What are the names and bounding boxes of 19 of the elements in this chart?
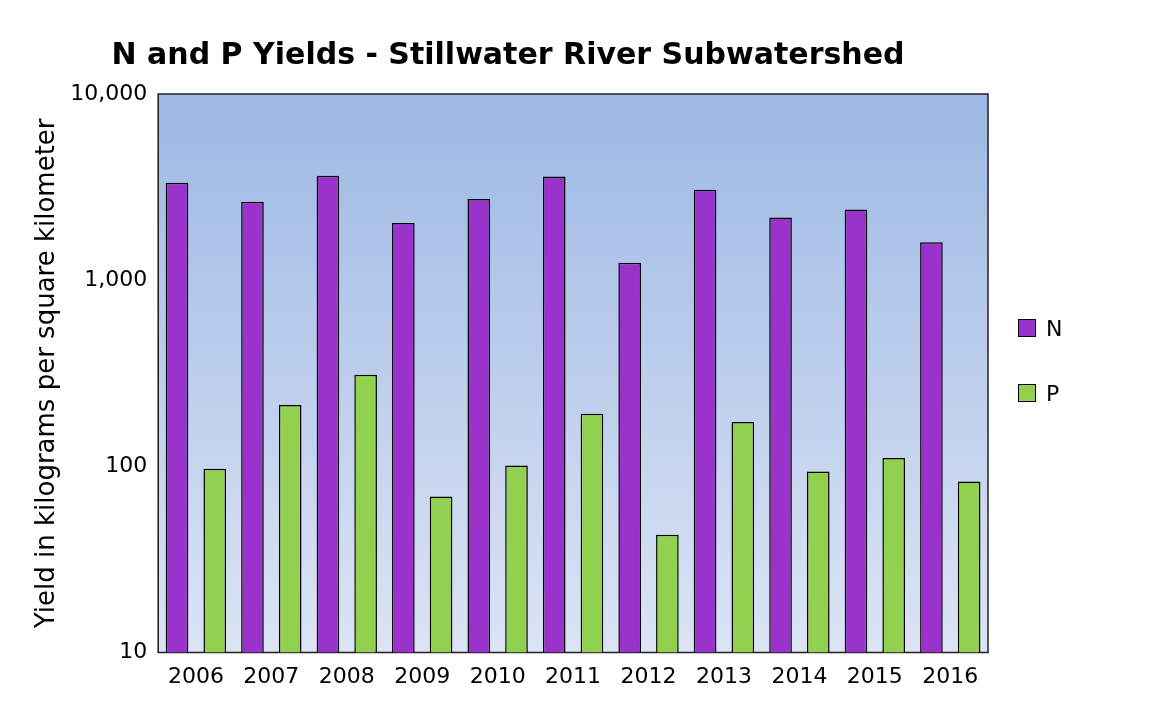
y-tick-label: 10,000 bbox=[70, 79, 148, 105]
x-tick-label: 2008 bbox=[318, 662, 375, 688]
y-tick-label: 100 bbox=[105, 452, 148, 478]
x-tick-label: 2012 bbox=[620, 662, 677, 688]
text: N bbox=[1046, 315, 1063, 341]
x-tick-label: 2015 bbox=[846, 662, 903, 688]
x-tick-label: 2010 bbox=[469, 662, 526, 688]
y-axis-title: Yield in kilograms per square kilometer bbox=[30, 118, 61, 630]
chart-title: N and P Yields - Stillwater River Subwatershed bbox=[111, 35, 905, 71]
x-tick-label: 2014 bbox=[771, 662, 828, 688]
x-tick-label: 2009 bbox=[394, 662, 451, 688]
x-tick-label: 2016 bbox=[922, 662, 979, 688]
x-tick-label: 2013 bbox=[695, 662, 752, 688]
y-tick-label: 10 bbox=[119, 638, 148, 664]
legend-label: P bbox=[1046, 380, 1060, 406]
y-tick-label: 1,000 bbox=[84, 265, 148, 291]
x-tick-label: 2011 bbox=[545, 662, 602, 688]
x-tick-label: 2007 bbox=[243, 662, 300, 688]
x-tick-label: 2006 bbox=[167, 662, 224, 688]
